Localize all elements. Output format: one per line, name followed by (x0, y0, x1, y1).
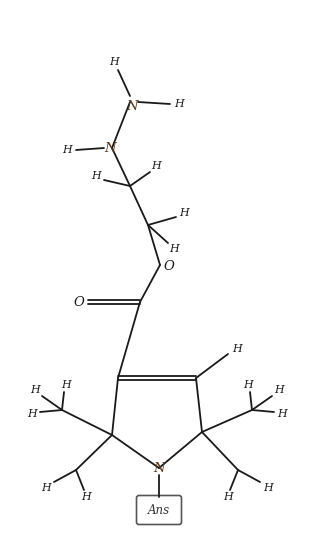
Text: H: H (223, 492, 233, 502)
Text: O: O (163, 259, 175, 272)
Text: H: H (243, 380, 253, 390)
Text: H: H (274, 385, 284, 395)
Text: H: H (91, 171, 101, 181)
Text: H: H (62, 145, 72, 155)
Text: O: O (73, 295, 85, 308)
Text: H: H (263, 483, 273, 493)
Text: H: H (41, 483, 51, 493)
Text: H: H (151, 161, 161, 171)
Text: H: H (30, 385, 40, 395)
Text: H: H (109, 57, 119, 67)
Text: H: H (61, 380, 71, 390)
Text: H: H (174, 99, 184, 109)
FancyBboxPatch shape (136, 495, 182, 524)
Text: H: H (81, 492, 91, 502)
Text: H: H (169, 244, 179, 254)
Text: N: N (104, 142, 116, 154)
Text: H: H (179, 208, 189, 218)
Text: H: H (277, 409, 287, 419)
Text: Ans: Ans (148, 504, 170, 517)
Text: H: H (27, 409, 37, 419)
Text: N: N (126, 100, 138, 112)
Text: H: H (232, 344, 242, 354)
Text: N: N (153, 462, 165, 475)
